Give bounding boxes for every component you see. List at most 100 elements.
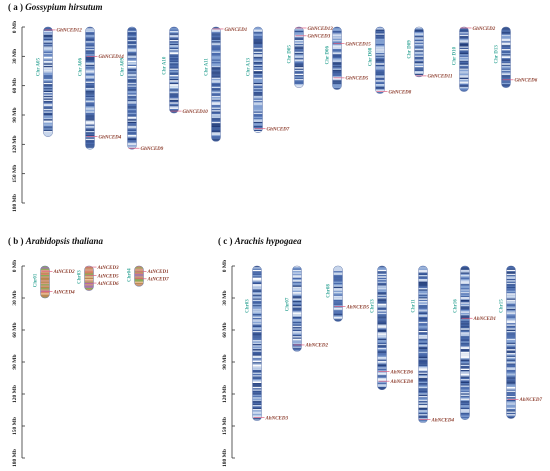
chromosome-outline [460, 265, 470, 420]
chromosome [377, 266, 387, 390]
panel-c-letter: ( c ) [218, 236, 233, 246]
gene-label: AtNCED7 [147, 278, 170, 283]
axis-tick-label: 120 Mb [12, 135, 18, 153]
chromosome [84, 266, 94, 291]
gene-label: AhNCED4 [431, 418, 455, 423]
chromosome-name: Chr03 [246, 299, 251, 313]
chromosome-name: Chr D05 [288, 45, 293, 64]
chromosome [418, 266, 428, 423]
axis-tick-label: 30 Mb [12, 49, 18, 64]
chromosome-outline [253, 26, 263, 133]
gene-label: AhNCED3 [265, 416, 289, 421]
chromosome-name: Chr01 [34, 273, 39, 287]
chromosome-name: Chr D09 [408, 40, 413, 59]
panel-b-letter: ( b ) [8, 236, 24, 246]
chromosome [253, 27, 263, 133]
chromosome-name: Chr A10 [163, 56, 168, 75]
gene-label: GhNCED6 [515, 79, 538, 84]
gene-label: AtNCED3 [97, 266, 120, 271]
gene-label: GhNCED3 [308, 35, 331, 40]
chromosome [43, 27, 53, 137]
chromosome-outline [134, 265, 144, 287]
panel-a-species: Gossypium hirsutum [25, 2, 103, 12]
chromosome [292, 266, 302, 352]
chromosome-outline [506, 265, 516, 419]
gene-label: GhNCED1 [225, 28, 248, 33]
chromosome [85, 27, 95, 150]
chromosome [506, 266, 516, 419]
axis-tick-label: 120 Mb [222, 385, 228, 403]
axis-tick-label: 150 Mb [12, 165, 18, 183]
panel-c-species: Arachis hypogaea [234, 236, 302, 246]
chromosome-name: Chr11 [412, 299, 417, 313]
panel-c-title: ( c ) Arachis hypogaea [218, 236, 302, 246]
chromosome-outline [459, 26, 469, 92]
panel-b-title: ( b ) Arabidopsis thaliana [8, 236, 103, 246]
chromosome-name: Chr07 [286, 297, 291, 311]
gene-label: GhNCED5 [346, 77, 369, 82]
gene-label: GhNCED15 [346, 42, 372, 47]
chromosome-outline [333, 265, 343, 322]
gene-label: AhNCED6 [390, 370, 414, 375]
chromosome-name: Chr A05 [37, 57, 42, 76]
gene-label: AhNCED5 [346, 305, 370, 310]
gene-label: GhNCED7 [267, 127, 290, 132]
axis-tick-label: 60 Mb [12, 322, 18, 337]
chromosome-name: Chr03 [78, 270, 83, 284]
chromosome-outline [292, 265, 302, 352]
chromosome-name: Chr16 [454, 299, 459, 313]
gene-label: AhNCED2 [305, 344, 329, 349]
gene-label: AtNCED4 [53, 290, 76, 295]
axis-tick-label: 30 Mb [12, 290, 18, 305]
chromosome [333, 266, 343, 322]
chromosome-outline [169, 26, 179, 114]
axis-tick-label: 30 Mb [222, 290, 228, 305]
chromosome-name: Chr08 [327, 284, 332, 298]
axis-tick-label: 180 Mb [12, 449, 18, 467]
chromosome-outline [377, 265, 387, 390]
gene-label: GhNCED8 [389, 90, 412, 95]
chromosome [127, 27, 137, 150]
chromosome-name: Chr D08 [369, 47, 374, 66]
axis-tick-label: 0 Mb [12, 260, 18, 272]
chromosome-name: Chr A09 [121, 57, 126, 76]
axis-tick-label: 60 Mb [12, 78, 18, 93]
chromosome-outline [414, 26, 424, 78]
gene-label: GhNCED2 [473, 27, 496, 32]
chromosome-outline [211, 26, 221, 142]
axis-tick-label: 90 Mb [222, 354, 228, 369]
chromosome-name: Chr15 [500, 299, 505, 313]
chromosome-name: Chr A06 [79, 57, 84, 76]
chromosome-outline [252, 265, 262, 421]
chromosome-outline [332, 26, 342, 90]
chromosome-name: Chr D10 [453, 46, 458, 65]
chromosome-name: Chr13 [371, 299, 376, 313]
axis-tick-label: 180 Mb [12, 194, 18, 212]
chromosome [459, 27, 469, 92]
chromosome [40, 266, 50, 298]
chromosome-outline [43, 26, 53, 137]
chromosome [294, 27, 304, 88]
gene-label: GhNCED11 [428, 75, 453, 80]
gene-label: AtNCED6 [97, 282, 120, 287]
chromosome-name: Chr04 [128, 268, 133, 282]
chromosome-name: Chr A13 [247, 57, 252, 76]
panel-b-species: Arabidopsis thaliana [25, 236, 104, 246]
gene-label: GhNCED10 [183, 110, 209, 115]
axis-tick-label: 0 Mb [222, 260, 228, 272]
chromosome [375, 27, 385, 94]
axis-tick-label: 0 Mb [12, 21, 18, 33]
gene-label: GhNCED9 [141, 147, 164, 152]
chromosome [332, 27, 342, 90]
axis-tick-label: 180 Mb [222, 449, 228, 467]
chromosome-name: Chr D13 [495, 45, 500, 64]
gene-label: GhNCED12 [57, 29, 83, 34]
chromosome [460, 266, 470, 420]
gene-label: AhNCED7 [519, 398, 543, 403]
chromosome [169, 27, 179, 114]
axis-tick-label: 150 Mb [12, 417, 18, 435]
axis-tick-label: 90 Mb [12, 354, 18, 369]
chromosome-outline [418, 265, 428, 424]
axis-tick-label: 150 Mb [222, 417, 228, 435]
